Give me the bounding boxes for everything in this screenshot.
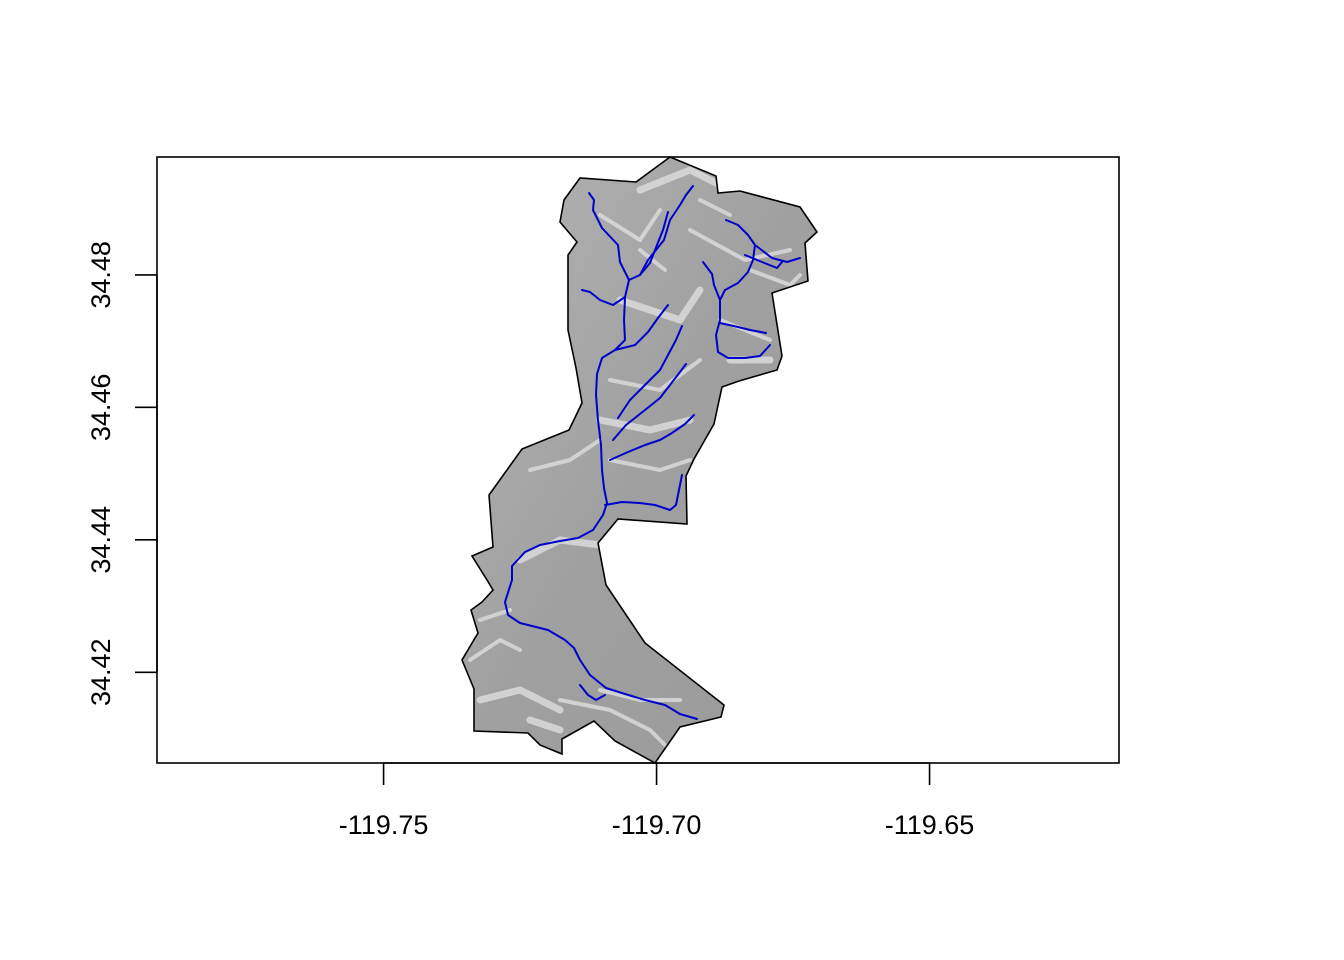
stream-segment [588,192,630,281]
stream-segment [581,289,626,306]
hillshade-ridge [608,358,702,392]
stream-segment [744,254,783,269]
hillshade-ridge [616,286,704,324]
hillshade-ridge [528,438,602,472]
stream-segment [719,219,756,301]
hillshade-ridge [598,208,662,242]
hillshade-ridge [718,318,772,342]
stream-segment [612,363,687,441]
stream-segment [579,684,606,701]
hillshade-ridge [608,458,692,472]
stream-segment [504,185,698,720]
hillshade-base [462,157,817,763]
hillshade-ridge [698,198,732,217]
y-tick-label: 34.46 [86,374,116,442]
hillshade-ridge [478,608,512,622]
hillshade-ridge [598,688,682,702]
hillshade-ridge [596,416,694,434]
hillshade-ridge [688,228,792,262]
stream-segment [639,211,669,276]
x-axis: -119.75 -119.70 -119.65 [339,762,975,840]
stream-segment [617,325,683,419]
hillshade-ridge [636,166,724,194]
hillshade-raster [462,157,817,763]
watershed-boundary [461,156,819,765]
hillshade-ridge [748,268,802,287]
hillshade-ridge [526,716,564,734]
stream-segment [604,474,683,511]
stream-segment [702,261,721,301]
y-axis: 34.42 34.44 34.46 34.48 [86,241,158,706]
y-tick-label: 34.44 [86,506,116,574]
hillshade-ridge [468,638,522,662]
y-tick-label: 34.48 [86,241,116,309]
stream-segment [754,244,801,263]
hillshade-ridge [638,248,667,272]
stream-segment [719,322,767,334]
x-tick-label: -119.75 [339,810,429,840]
hillshade-ridge [558,698,672,752]
stream-segment [614,304,669,351]
x-tick-label: -119.70 [612,810,702,840]
x-tick-label: -119.65 [885,810,975,840]
stream-network [504,185,801,720]
stream-segment [609,414,695,461]
y-tick-label: 34.42 [86,638,116,706]
hillshade-ridge [476,686,564,714]
hillshade-ridges [468,166,802,752]
